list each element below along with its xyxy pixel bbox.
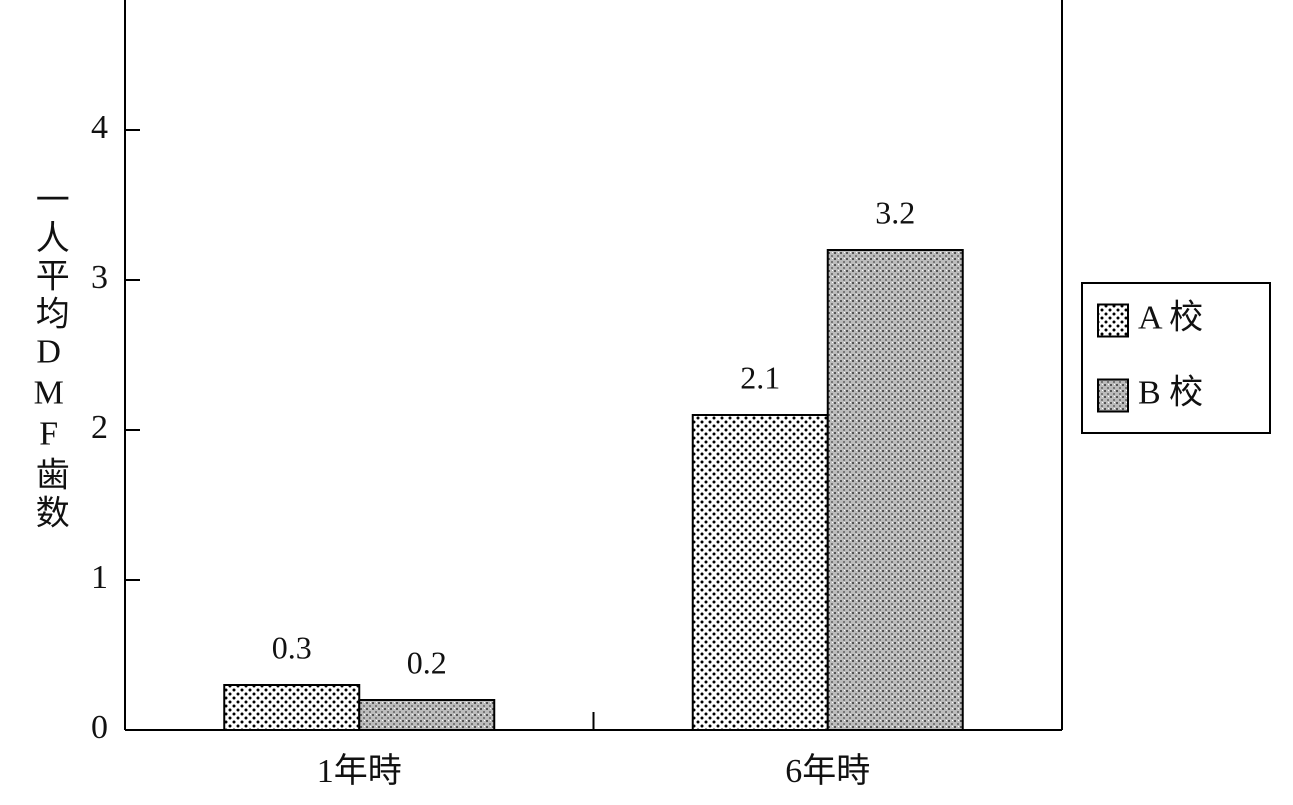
- value-label: 3.2: [875, 194, 915, 230]
- y-tick-label: 1: [91, 559, 108, 596]
- x-tick-label: 6年時: [785, 752, 870, 790]
- legend-swatch: [1097, 303, 1129, 338]
- y-axis-title: 一人平均DMF歯数: [30, 182, 68, 533]
- y-tick-label: 0: [91, 709, 108, 746]
- legend-swatch: [1097, 378, 1129, 413]
- value-label: 0.2: [407, 644, 447, 680]
- y-tick-label: 3: [91, 259, 108, 296]
- legend-label: B 校: [1138, 373, 1203, 411]
- bar: [691, 414, 829, 731]
- x-tick-label: 1年時: [317, 752, 402, 790]
- legend-label: A 校: [1138, 298, 1203, 336]
- value-label: 0.3: [272, 629, 312, 665]
- y-tick-label: 4: [91, 109, 108, 146]
- bar: [826, 249, 964, 731]
- bar: [223, 684, 361, 731]
- value-label: 2.1: [740, 359, 780, 395]
- y-tick-label: 2: [91, 409, 108, 446]
- bar: [358, 699, 496, 731]
